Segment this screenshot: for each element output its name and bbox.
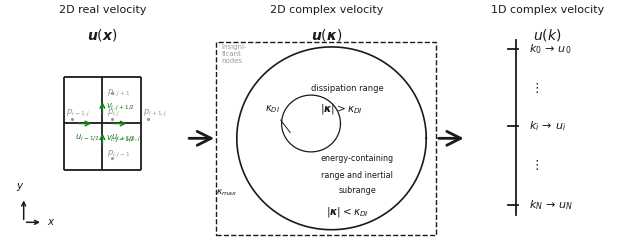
Text: $v_{i,j-1/2}$: $v_{i,j-1/2}$ [106, 134, 135, 145]
Text: 2D real velocity: 2D real velocity [59, 5, 146, 15]
Text: $p_{i,j+1}$: $p_{i,j+1}$ [108, 87, 131, 99]
Text: $p_{i,j-1}$: $p_{i,j-1}$ [108, 148, 131, 160]
Text: $y$: $y$ [15, 181, 24, 193]
Text: $v_{i,j+1/2}$: $v_{i,j+1/2}$ [106, 102, 135, 113]
Text: $p_{i+1,j}$: $p_{i+1,j}$ [143, 108, 167, 119]
Text: $\vdots$: $\vdots$ [530, 81, 539, 95]
Text: $\kappa_{max}$: $\kappa_{max}$ [216, 188, 237, 198]
Text: $\boldsymbol{u}(\boldsymbol{x})$: $\boldsymbol{u}(\boldsymbol{x})$ [87, 27, 118, 43]
Text: range and inertial: range and inertial [321, 171, 393, 180]
Text: $p_{i-1,j}$: $p_{i-1,j}$ [66, 108, 90, 119]
Text: $u_{i+1/2,j}$: $u_{i+1/2,j}$ [111, 133, 141, 144]
Text: $k_i$$\,\rightarrow\,$$u_i$: $k_i$$\,\rightarrow\,$$u_i$ [529, 119, 566, 133]
Text: dissipation range: dissipation range [310, 84, 383, 93]
Text: $u(k)$: $u(k)$ [533, 27, 561, 43]
Text: insigni-
ficant
nodes: insigni- ficant nodes [221, 44, 247, 64]
Text: $k_0$$\,\rightarrow\,$$u_0$: $k_0$$\,\rightarrow\,$$u_0$ [529, 42, 571, 56]
Text: $x$: $x$ [47, 217, 55, 227]
Text: $|\boldsymbol{\kappa}| > \kappa_{DI}$: $|\boldsymbol{\kappa}| > \kappa_{DI}$ [321, 102, 363, 116]
Text: 2D complex velocity: 2D complex velocity [269, 5, 383, 15]
Text: $\boldsymbol{u}(\boldsymbol{\kappa})$: $\boldsymbol{u}(\boldsymbol{\kappa})$ [311, 27, 342, 43]
Text: $|\boldsymbol{\kappa}| < \kappa_{DI}$: $|\boldsymbol{\kappa}| < \kappa_{DI}$ [326, 206, 368, 219]
Text: $p_{i,j}$: $p_{i,j}$ [108, 108, 121, 119]
Text: subrange: subrange [339, 186, 376, 195]
Text: $u_{i-1/2,j}$: $u_{i-1/2,j}$ [75, 133, 105, 144]
Text: energy-containing: energy-containing [321, 154, 394, 163]
Text: $k_N$$\,\rightarrow\,$$u_N$: $k_N$$\,\rightarrow\,$$u_N$ [529, 198, 573, 212]
Text: 1D complex velocity: 1D complex velocity [491, 5, 604, 15]
Text: $\vdots$: $\vdots$ [530, 159, 539, 172]
Text: $\kappa_{DI}$: $\kappa_{DI}$ [265, 103, 290, 133]
